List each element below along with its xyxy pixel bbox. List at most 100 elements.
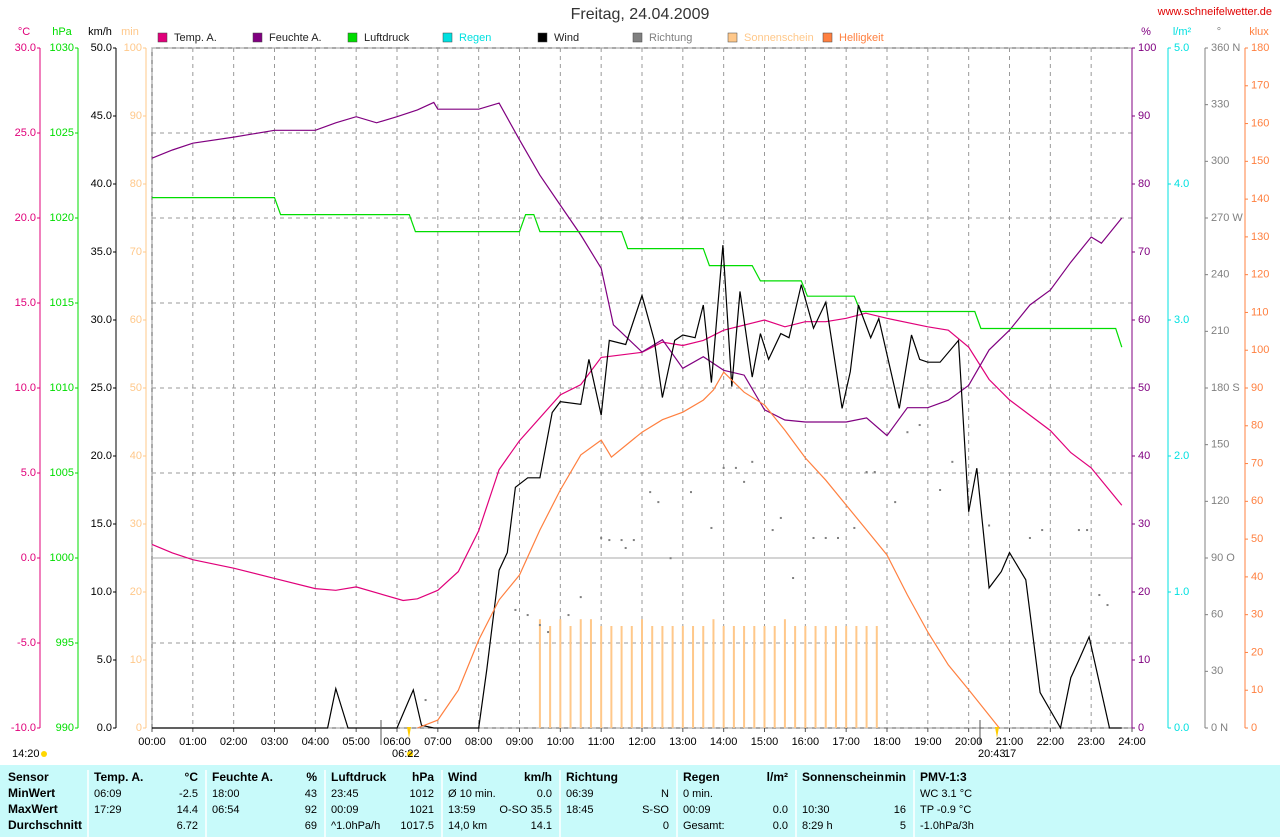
- column-unit: hPa: [412, 770, 434, 784]
- axes: 00:00 01:00 02:00 03:00 04:00 05:00 06:00 07:00…: [11, 26, 1269, 748]
- y-tick-label: 4.0: [1174, 178, 1189, 190]
- y-tick-label: 20: [1251, 646, 1263, 658]
- cell-right: O-SO 35.5: [499, 804, 552, 816]
- cell-left: 00:09: [331, 804, 359, 816]
- y-tick-label: 60: [1138, 314, 1150, 326]
- bar: [681, 626, 684, 728]
- legend-label: Temp. A.: [174, 32, 217, 44]
- y-tick-label: 2.0: [1174, 450, 1189, 462]
- cell-right: 0.0: [773, 820, 788, 832]
- x-tick-label: 04:00: [302, 736, 330, 748]
- point: [853, 526, 856, 529]
- x-tick-label: 13:00: [669, 736, 697, 748]
- x-tick-label: 15:00: [751, 736, 779, 748]
- source-url: www.schneifelwetter.de: [1157, 6, 1272, 18]
- bar: [783, 619, 786, 728]
- x-tick-label: 24:00: [1118, 736, 1146, 748]
- cell-right: 43: [305, 788, 317, 800]
- x-tick-label: 19:00: [914, 736, 942, 748]
- point: [600, 536, 603, 539]
- cell-right: N: [661, 788, 669, 800]
- cell-right: S-SO: [642, 804, 669, 816]
- legend-swatch: [822, 32, 833, 43]
- x-tick-label: 08:00: [465, 736, 493, 748]
- y-tick-label: 1000: [50, 552, 74, 564]
- x-tick-label: 09:00: [506, 736, 534, 748]
- y-tick-label: 10.0: [91, 586, 112, 598]
- cell-left: 14,0 km: [448, 820, 487, 832]
- x-tick-label: 21:00: [996, 736, 1024, 748]
- cell-left: 8:29 h: [802, 820, 833, 832]
- bar: [763, 626, 766, 728]
- x-tick-label: 07:00: [424, 736, 452, 748]
- point: [1041, 529, 1044, 532]
- cell-left: 00:09: [683, 804, 711, 816]
- y-tick-label: -5.0: [17, 637, 36, 649]
- bar: [600, 626, 603, 728]
- column-unit: %: [306, 770, 317, 784]
- point: [632, 539, 635, 542]
- x-tick-label: 14:00: [710, 736, 738, 748]
- column-unit: °C: [185, 770, 199, 784]
- y-tick-label: 40: [1138, 450, 1150, 462]
- y-tick-label: 110: [1251, 306, 1269, 318]
- x-tick-label: 18:00: [873, 736, 901, 748]
- y-tick-label: 100: [124, 42, 142, 54]
- y-tick-label: 20: [1138, 586, 1150, 598]
- point: [873, 471, 876, 474]
- bar: [753, 626, 756, 728]
- cell-right: 14.4: [177, 804, 198, 816]
- y-tick-label: 30: [1251, 609, 1263, 621]
- point: [669, 557, 672, 560]
- y-tick-label: 240: [1211, 269, 1229, 281]
- cell-left: 18:00: [212, 788, 240, 800]
- point: [526, 614, 529, 617]
- cell-right: 69: [305, 820, 317, 832]
- bar: [549, 626, 552, 728]
- bar: [610, 626, 613, 728]
- legend-swatch: [442, 32, 453, 43]
- cell-left: 18:45: [566, 804, 594, 816]
- column-unit: l/m²: [767, 770, 788, 784]
- y-tick-label: 180: [1251, 42, 1269, 54]
- point: [771, 529, 774, 532]
- legend-label: Sonnenschein: [744, 32, 814, 44]
- y-tick-label: 50: [1138, 382, 1150, 394]
- cell-right: 0.0: [537, 788, 552, 800]
- y-tick-label: 30.0: [91, 314, 112, 326]
- y-tick-label: 50: [130, 382, 142, 394]
- y-tick-label: 0 N: [1211, 722, 1228, 734]
- y-tick-label: 30.0: [15, 42, 36, 54]
- legend-label: Luftdruck: [364, 32, 410, 44]
- series-line: [152, 245, 1122, 730]
- point: [988, 524, 991, 527]
- point: [690, 491, 692, 494]
- bar: [569, 626, 572, 728]
- y-tick-label: 120: [1211, 495, 1229, 507]
- y-tick-label: 80: [130, 178, 142, 190]
- y-tick-label: 45.0: [91, 110, 112, 122]
- y-tick-label: 0.0: [1174, 722, 1189, 734]
- y-tick-label: 10: [1251, 684, 1263, 696]
- point: [918, 424, 921, 427]
- y-tick-label: 5.0: [97, 654, 112, 666]
- y-tick-label: 60: [1251, 495, 1263, 507]
- column-name: Feuchte A.: [212, 770, 273, 784]
- axis-unit: min: [121, 26, 139, 38]
- point: [939, 489, 942, 491]
- y-tick-label: 5.0: [21, 467, 36, 479]
- bar: [692, 626, 695, 728]
- stats-table: Sensor Temp. A. °C Feuchte A.% Luftdruck hPa W…: [8, 770, 974, 837]
- legend-swatch: [252, 32, 263, 43]
- y-tick-label: 90: [1138, 110, 1150, 122]
- y-tick-label: 25.0: [91, 382, 112, 394]
- bar: [794, 626, 797, 728]
- y-tick-label: 90: [130, 110, 142, 122]
- column-name: Richtung: [566, 770, 618, 784]
- row-label: MaxWert: [8, 802, 58, 816]
- point: [1098, 594, 1101, 597]
- x-tick-label: 17:00: [832, 736, 860, 748]
- legend-swatch: [727, 32, 738, 43]
- point: [894, 501, 897, 504]
